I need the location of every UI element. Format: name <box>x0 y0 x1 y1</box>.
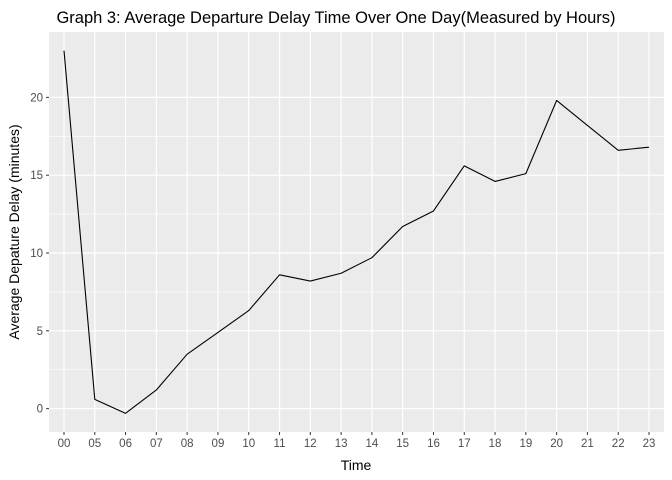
x-axis-title: Time <box>341 457 372 473</box>
series-line <box>63 50 650 414</box>
plot-panel <box>49 32 664 432</box>
y-axis: 0 5 10 15 20 <box>30 92 49 416</box>
x-tick-label: 06 <box>119 438 132 450</box>
x-tick-label: 22 <box>612 438 625 450</box>
y-tick-label: 20 <box>30 92 43 104</box>
x-tick-label: 00 <box>58 438 71 450</box>
x-tick-label: 10 <box>242 438 255 450</box>
x-tick-label: 20 <box>550 438 563 450</box>
x-tick-label: 19 <box>519 438 532 450</box>
series-group <box>63 50 650 414</box>
y-tick-label: 15 <box>30 170 43 182</box>
x-tick-label: 09 <box>212 438 225 450</box>
x-tick-label: 18 <box>489 438 502 450</box>
y-tick-label: 5 <box>37 326 43 338</box>
x-tick-label: 11 <box>274 438 286 450</box>
chart-title: Graph 3: Average Departure Delay Time Ov… <box>56 9 615 27</box>
x-tick-label: 07 <box>150 438 163 450</box>
x-tick-label: 08 <box>181 438 194 450</box>
x-axis: 00 05 06 07 08 09 10 11 12 13 14 15 16 17 18 19 20 21 22 23 <box>58 432 656 450</box>
y-axis-title: Average Depature Delay (minutes) <box>6 124 22 339</box>
x-tick-label: 12 <box>304 438 317 450</box>
x-tick-label: 14 <box>365 438 378 450</box>
y-tick-label: 10 <box>30 248 43 260</box>
x-tick-label: 23 <box>643 438 656 450</box>
x-tick-label: 17 <box>458 438 471 450</box>
x-tick-label: 16 <box>427 438 440 450</box>
gridlines <box>49 32 664 432</box>
x-tick-label: 05 <box>88 438 101 450</box>
x-tick-label: 21 <box>581 438 594 450</box>
x-tick-label: 13 <box>335 438 348 450</box>
x-tick-label: 15 <box>396 438 409 450</box>
y-tick-label: 0 <box>37 404 43 416</box>
